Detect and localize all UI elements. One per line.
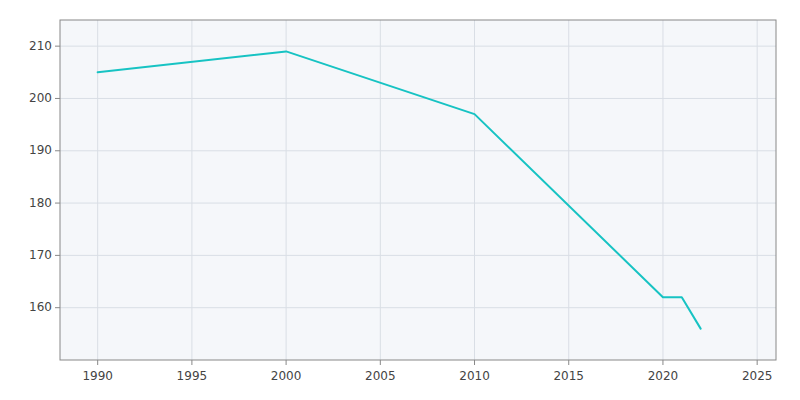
x-grid-line bbox=[474, 20, 475, 360]
y-tick bbox=[55, 150, 60, 151]
y-grid-line bbox=[60, 98, 776, 99]
x-tick bbox=[380, 360, 381, 365]
x-tick bbox=[474, 360, 475, 365]
x-tick bbox=[757, 360, 758, 365]
x-grid-line bbox=[757, 20, 758, 360]
y-grid-line bbox=[60, 150, 776, 151]
page: {"chart_data": {"type": "line", "x": [19… bbox=[0, 0, 800, 400]
y-tick bbox=[55, 46, 60, 47]
x-tick-label: 2005 bbox=[365, 369, 396, 383]
x-tick bbox=[568, 360, 569, 365]
data-layer bbox=[98, 51, 701, 328]
chart-svg: 160 170 180 190 200 210 1990 1995 2000 2005 2010 20… bbox=[0, 0, 800, 400]
axes: 160 170 180 190 200 210 1990 1995 2000 2005 2010 20… bbox=[29, 20, 776, 383]
x-grid-line bbox=[380, 20, 381, 360]
y-grid-line bbox=[60, 307, 776, 308]
plot-background bbox=[60, 20, 776, 360]
y-grid-line bbox=[60, 203, 776, 204]
x-tick bbox=[286, 360, 287, 365]
y-tick-label: 200 bbox=[29, 91, 52, 105]
y-tick-label: 190 bbox=[29, 143, 52, 157]
x-tick-label: 2000 bbox=[271, 369, 302, 383]
y-tick-label: 180 bbox=[29, 196, 52, 210]
y-tick-label: 210 bbox=[29, 39, 52, 53]
x-tick-label: 2010 bbox=[459, 369, 490, 383]
x-tick-label: 2015 bbox=[553, 369, 584, 383]
x-grid-line bbox=[568, 20, 569, 360]
x-grid-line bbox=[97, 20, 98, 360]
x-tick-label: 1990 bbox=[82, 369, 113, 383]
y-grid-line bbox=[60, 255, 776, 256]
grid bbox=[60, 20, 776, 360]
y-tick bbox=[55, 307, 60, 308]
x-grid-line bbox=[662, 20, 663, 360]
chart-container: 160 170 180 190 200 210 1990 1995 2000 2005 2010 20… bbox=[0, 0, 800, 400]
x-tick-label: 1995 bbox=[177, 369, 208, 383]
x-grid-line bbox=[286, 20, 287, 360]
x-tick-label: 2020 bbox=[648, 369, 679, 383]
plot-frame bbox=[60, 20, 776, 360]
x-tick bbox=[662, 360, 663, 365]
y-tick-label: 170 bbox=[29, 248, 52, 262]
x-grid-line bbox=[191, 20, 192, 360]
y-tick-label: 160 bbox=[29, 300, 52, 314]
line-series bbox=[98, 51, 701, 328]
x-tick bbox=[97, 360, 98, 365]
y-tick bbox=[55, 98, 60, 99]
x-tick bbox=[191, 360, 192, 365]
y-grid-line bbox=[60, 46, 776, 47]
y-tick bbox=[55, 255, 60, 256]
y-tick bbox=[55, 203, 60, 204]
x-tick-label: 2025 bbox=[742, 369, 773, 383]
